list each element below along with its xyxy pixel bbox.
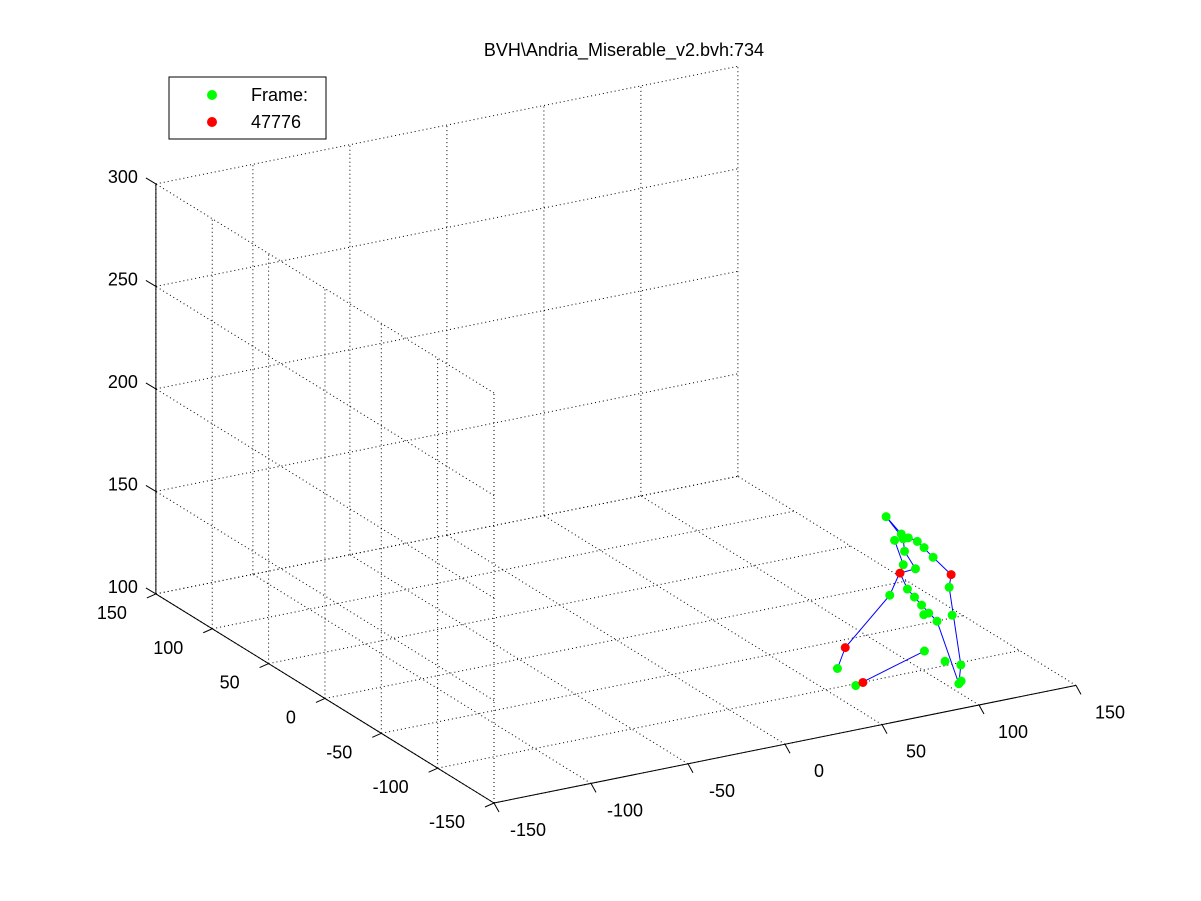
floor-grid-line-y bbox=[212, 510, 795, 630]
joint-point bbox=[890, 535, 900, 545]
legend-marker-id bbox=[207, 117, 217, 127]
joint-point bbox=[898, 534, 908, 544]
joint-point bbox=[912, 536, 922, 546]
right-wall-grid-horizontal bbox=[155, 168, 738, 287]
z-tick-label: 250 bbox=[108, 269, 138, 289]
floor-grid-line-y bbox=[324, 580, 908, 699]
z-tick-mark bbox=[145, 177, 157, 185]
y-tick-mark bbox=[203, 628, 213, 634]
y-tick-mark bbox=[428, 767, 438, 773]
z-tick-mark bbox=[145, 484, 157, 492]
x-tick-mark bbox=[590, 783, 597, 793]
end-site-point bbox=[840, 643, 850, 653]
joint-point bbox=[881, 512, 891, 522]
joint-point bbox=[954, 679, 964, 689]
z-tick-mark bbox=[145, 587, 157, 595]
end-site-point bbox=[858, 677, 868, 687]
x-tick-label: 100 bbox=[998, 722, 1028, 742]
y-tick-mark bbox=[315, 697, 326, 703]
joint-point bbox=[851, 681, 861, 691]
y-tick-label: 50 bbox=[220, 673, 240, 693]
joint-point bbox=[900, 546, 910, 556]
y-tick-mark bbox=[146, 593, 157, 599]
z-tick-label: 150 bbox=[108, 474, 138, 494]
end-site-point bbox=[895, 568, 905, 578]
z-tick-mark bbox=[145, 382, 157, 390]
y-tick-mark bbox=[372, 732, 382, 738]
right-wall-grid-horizontal bbox=[155, 475, 738, 595]
joint-point bbox=[885, 590, 895, 600]
y-tick-mark bbox=[259, 663, 269, 669]
x-tick-label: 0 bbox=[814, 761, 824, 781]
end-site-point bbox=[946, 570, 956, 580]
tick-labels: -150 -100 -50 0 50 100 150 -150 -100 -50 0 50 100 150… bbox=[97, 167, 1125, 840]
x-tick-label: -100 bbox=[607, 800, 643, 820]
joint-point bbox=[928, 552, 938, 562]
joint-point bbox=[944, 582, 954, 592]
bone-segment bbox=[844, 594, 891, 648]
right-wall-grid-horizontal bbox=[155, 373, 738, 492]
y-tick-label: -50 bbox=[326, 742, 352, 762]
z-tick-mark bbox=[145, 279, 157, 287]
x-tick-mark bbox=[784, 743, 791, 754]
axes-lines bbox=[145, 177, 1082, 813]
y-tick-mark bbox=[484, 802, 495, 808]
floor-grid-line-y bbox=[268, 545, 851, 665]
skeleton-joints bbox=[832, 512, 966, 691]
joint-point bbox=[898, 560, 908, 570]
bone-segment bbox=[855, 650, 925, 686]
joint-point bbox=[919, 543, 929, 553]
z-tick-label: 100 bbox=[108, 577, 138, 597]
x-tick-label: 50 bbox=[906, 742, 926, 762]
legend-marker-frame bbox=[207, 90, 217, 100]
x-tick-label: -150 bbox=[510, 820, 546, 840]
right-wall-grid-horizontal bbox=[155, 65, 738, 185]
right-wall-grid-horizontal bbox=[155, 270, 738, 390]
x-tick-mark bbox=[1075, 685, 1082, 695]
z-tick-label: 200 bbox=[108, 372, 138, 392]
x-tick-label: -50 bbox=[709, 781, 735, 801]
joint-point bbox=[919, 646, 929, 656]
chart-title: BVH\Andria_Miserable_v2.bvh:734 bbox=[484, 40, 764, 61]
y-tick-label: 150 bbox=[97, 603, 127, 623]
y-tick-label: 0 bbox=[286, 707, 296, 727]
joint-point bbox=[932, 616, 942, 626]
y-tick-label: -100 bbox=[373, 777, 409, 797]
legend: Frame: 47776 bbox=[168, 76, 327, 140]
z-tick-label: 300 bbox=[108, 167, 138, 187]
x-tick-mark bbox=[881, 724, 888, 734]
legend-label-id: 47776 bbox=[251, 112, 301, 132]
bone-segment bbox=[936, 621, 960, 684]
joint-point bbox=[909, 592, 919, 602]
joint-point bbox=[919, 610, 929, 620]
joint-point bbox=[832, 663, 842, 673]
joint-point bbox=[910, 564, 920, 574]
floor-grid-line-y bbox=[381, 615, 964, 734]
joint-point bbox=[917, 600, 927, 610]
bone-segment bbox=[948, 587, 962, 665]
floor-grid-line-y bbox=[437, 650, 1020, 769]
joint-point bbox=[940, 656, 950, 666]
x-tick-label: 150 bbox=[1095, 702, 1125, 722]
legend-box bbox=[168, 76, 327, 140]
joint-point bbox=[947, 610, 957, 620]
x-tick-mark bbox=[687, 763, 694, 774]
joint-point bbox=[902, 584, 912, 594]
legend-label-frame: Frame: bbox=[251, 85, 308, 105]
y-tick-label: 100 bbox=[153, 638, 183, 658]
x-tick-mark bbox=[978, 704, 985, 715]
x-tick-mark bbox=[493, 802, 500, 813]
y-tick-label: -150 bbox=[429, 812, 465, 832]
joint-point bbox=[956, 660, 966, 670]
